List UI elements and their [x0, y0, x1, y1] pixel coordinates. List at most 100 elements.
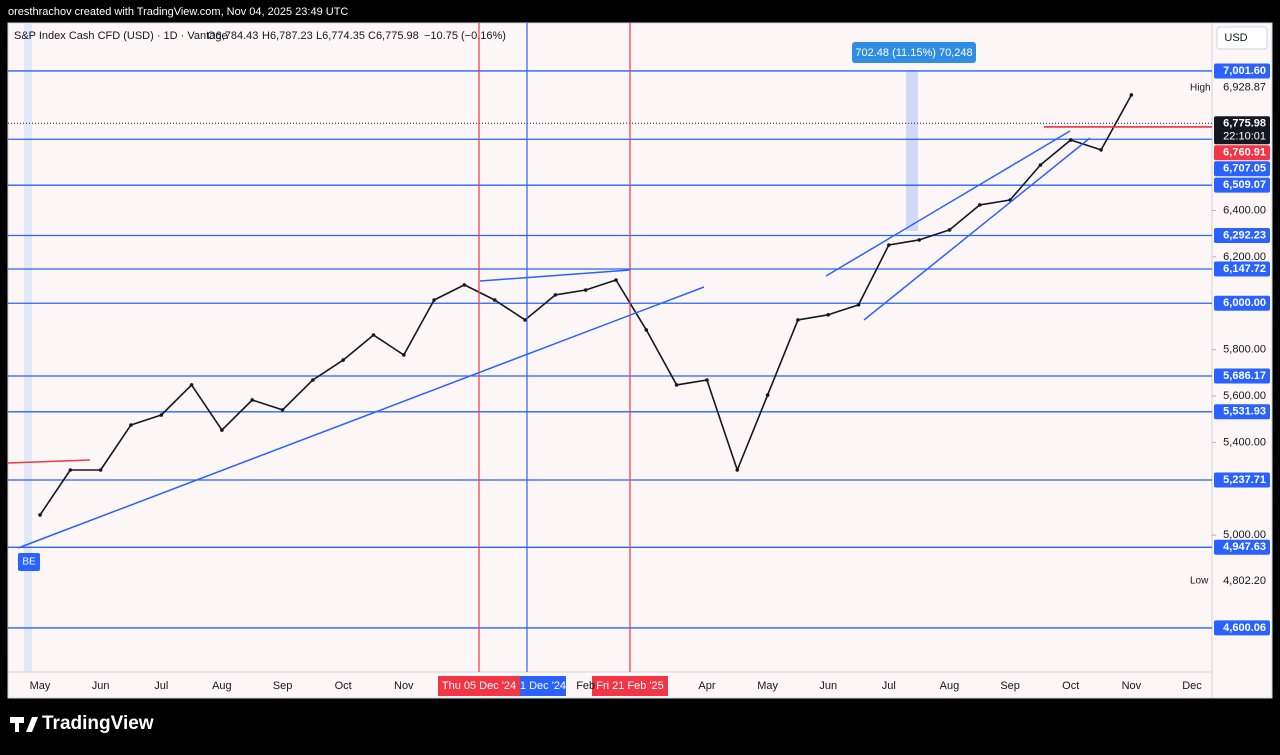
- price-point: [553, 293, 558, 297]
- cursor-label: Thu 05 Dec '24: [442, 680, 516, 692]
- price-point: [189, 383, 194, 387]
- price-point: [977, 203, 982, 207]
- red-line: [7, 459, 91, 464]
- price-tag-label: 6,760.91: [1223, 147, 1266, 159]
- cursor-label-box: [592, 676, 668, 696]
- channel-line: [863, 137, 1091, 321]
- x-tick-label: Oct: [1062, 680, 1079, 692]
- y-tick-label: 5,600.00: [1223, 390, 1266, 402]
- high-text: High: [1190, 82, 1211, 93]
- price-tag: [1214, 161, 1270, 177]
- currency[interactable]: USD: [1224, 32, 1247, 44]
- footer: TradingView: [10, 713, 154, 734]
- measure-text: 702.48 (11.15%) 70,248: [855, 47, 972, 59]
- price-tag-label: 5,686.17: [1223, 370, 1266, 382]
- channel-line: [825, 130, 1071, 277]
- low-label: 4,802.20: [1223, 575, 1266, 587]
- price-tag: [1214, 539, 1270, 555]
- x-tick-label: Jun: [819, 680, 837, 692]
- price-tag: [1214, 227, 1270, 243]
- price-point: [644, 328, 649, 332]
- price-point: [280, 408, 285, 412]
- trend-line: [479, 269, 631, 282]
- cursor-labels: Thu 05 Dec '24 1 Dec '24 Fri 21 Feb '25: [438, 676, 668, 696]
- low-text: Low: [1190, 576, 1209, 587]
- x-tick-label: Nov: [394, 680, 414, 692]
- x-tick-label: Aug: [940, 680, 960, 692]
- price-point: [796, 318, 800, 322]
- price-tag: [1214, 295, 1270, 311]
- price-point: [614, 278, 618, 282]
- price-point: [68, 468, 73, 472]
- y-tick-label: 5,000.00: [1223, 529, 1266, 541]
- x-tick-label: Sep: [1000, 680, 1020, 692]
- price-tag-label: 6,292.23: [1223, 229, 1266, 241]
- price-tag: [1214, 116, 1270, 145]
- price-point: [1038, 163, 1043, 167]
- price-point: [341, 358, 345, 362]
- price-point: [887, 243, 891, 247]
- trend-line: [17, 286, 705, 549]
- y-tick-label: 5,800.00: [1223, 344, 1266, 356]
- price-tag: [1214, 261, 1270, 277]
- price-point: [492, 298, 497, 302]
- x-tick-label: Sep: [273, 680, 293, 692]
- price-point: [311, 378, 315, 382]
- price-point: [220, 428, 224, 432]
- price-point: [371, 333, 376, 337]
- price-tag: [1214, 145, 1270, 161]
- price-point: [38, 513, 42, 517]
- price-tag-label: 4,600.06: [1223, 622, 1266, 634]
- open: O6,784.43: [207, 30, 258, 42]
- cursor-label-box: [520, 676, 566, 696]
- price-tag: [1214, 620, 1270, 636]
- x-tick-label: Feb: [576, 680, 595, 692]
- price-point: [583, 288, 588, 292]
- x-tick-label: Dec: [1182, 680, 1202, 692]
- x-tick-label: Aug: [212, 680, 232, 692]
- price-tag-label: 6,000.00: [1223, 297, 1266, 309]
- price-tag-label: 6,775.98: [1223, 118, 1266, 130]
- price-point: [1068, 138, 1073, 142]
- badge: [18, 553, 40, 571]
- y-tick-label: 6,400.00: [1223, 204, 1266, 216]
- symbol: S&P Index Cash CFD (USD) · 1D · Vantage: [14, 30, 228, 42]
- price-point: [250, 398, 255, 402]
- x-tick-label: May: [757, 680, 778, 692]
- price-point: [1129, 93, 1134, 97]
- high: H6,787.23: [262, 30, 313, 42]
- x-tick-label: Jul: [882, 680, 896, 692]
- change: −10.75 (−0.16%): [424, 30, 506, 42]
- y-tick-label: 6,200.00: [1223, 251, 1266, 263]
- price-tag-label: 4,947.63: [1223, 541, 1266, 553]
- price-point: [765, 393, 770, 397]
- session-highlight: [24, 24, 32, 672]
- price-tag: [1214, 404, 1270, 420]
- price-point: [462, 283, 467, 287]
- cursor-label: 1 Dec '24: [520, 680, 566, 692]
- price-tag: [1214, 177, 1270, 193]
- x-tick-label: Jun: [92, 680, 110, 692]
- price-point: [917, 238, 921, 242]
- price-point: [735, 468, 740, 472]
- x-tick-label: Oct: [335, 680, 352, 692]
- price-point: [159, 413, 164, 417]
- x-tick-label: May: [30, 680, 51, 692]
- x-tick-label: Nov: [1122, 680, 1142, 692]
- logo-mark: [10, 717, 38, 732]
- price-point: [674, 383, 679, 387]
- price-point: [98, 468, 103, 472]
- price-tag-label: 6,147.72: [1223, 263, 1266, 275]
- cursor-label: Fri 21 Feb '25: [596, 680, 664, 692]
- price-point: [401, 353, 406, 357]
- legend: S&P Index Cash CFD (USD) · 1D · Vantage …: [14, 30, 506, 42]
- currency-button[interactable]: [1216, 26, 1268, 50]
- price-tag: [1214, 63, 1270, 79]
- price-tag-label: 7,001.60: [1223, 65, 1266, 77]
- price-tag-label: 5,531.93: [1223, 406, 1266, 418]
- price-point: [523, 318, 527, 322]
- price-point: [826, 313, 831, 317]
- brand: TradingView: [42, 713, 154, 734]
- price-point: [1099, 148, 1103, 152]
